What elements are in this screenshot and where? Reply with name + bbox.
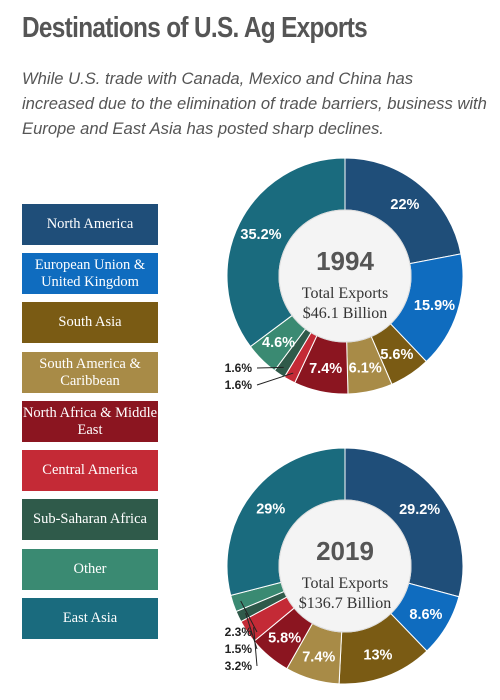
legend-item-european-union: European Union & United Kingdom	[22, 253, 158, 294]
chart-title: Destinations of U.S. Ag Exports	[22, 12, 368, 44]
center-year-1994: 1994	[316, 246, 374, 276]
label-2019-north-america: 29.2%	[399, 502, 440, 518]
leader-line-1994-sub-saharan-africa	[256, 366, 284, 369]
label-1994-south-asia: 5.6%	[380, 347, 413, 363]
donut-chart-2019: 2019 Total Exports $136.7 Billion 29.2% 8.6%…	[225, 447, 464, 685]
legend-item-south-america: South America & Caribbean	[22, 352, 158, 393]
label-2019-other: 2.3%	[225, 625, 253, 639]
center-line1-2019: Total Exports	[302, 575, 388, 592]
leader-line-1994-central-america	[256, 372, 294, 386]
label-1994-european-union: 15.9%	[414, 298, 455, 314]
legend-item-north-america: North America	[22, 204, 158, 245]
label-1994-east-asia: 35.2%	[240, 227, 281, 243]
label-2019-north-africa: 5.8%	[268, 631, 301, 647]
center-line2-1994: $46.1 Billion	[303, 305, 387, 322]
label-2019-south-asia: 13%	[363, 647, 392, 663]
legend-item-south-asia: South Asia	[22, 302, 158, 343]
label-1994-central-america: 1.6%	[225, 378, 253, 392]
label-2019-east-asia: 29%	[256, 502, 285, 518]
label-2019-central-america: 3.2%	[225, 659, 253, 673]
chart-subtitle: While U.S. trade with Canada, Mexico and…	[22, 69, 487, 138]
legend-item-other: Other	[22, 549, 158, 590]
label-1994-sub-saharan-africa: 1.6%	[225, 361, 253, 375]
donut-chart-1994: 1994 Total Exports $46.1 Billion 22% 15.9% 5.…	[225, 157, 464, 395]
donut-center-1994	[278, 209, 412, 343]
legend-item-sub-saharan-africa: Sub-Saharan Africa	[22, 499, 158, 540]
donut-center-2019	[278, 499, 412, 633]
leader-line-2019-central-america	[253, 627, 258, 667]
legend-item-central-america: Central America	[22, 450, 158, 491]
center-line2-2019: $136.7 Billion	[299, 595, 391, 612]
label-1994-south-america: 6.1%	[349, 360, 382, 376]
legend-item-east-asia: East Asia	[22, 598, 158, 639]
label-1994-north-america: 22%	[390, 197, 419, 213]
center-line1-1994: Total Exports	[302, 285, 388, 302]
legend-item-north-africa: North Africa & Middle East	[22, 401, 158, 442]
label-2019-european-union: 8.6%	[409, 607, 442, 623]
label-1994-north-africa: 7.4%	[309, 361, 342, 377]
leader-line-2019-other	[240, 600, 258, 633]
label-2019-sub-saharan-africa: 1.5%	[225, 642, 253, 656]
center-year-2019: 2019	[316, 536, 374, 566]
label-1994-other: 4.6%	[262, 335, 295, 351]
label-2019-south-america: 7.4%	[302, 649, 335, 665]
